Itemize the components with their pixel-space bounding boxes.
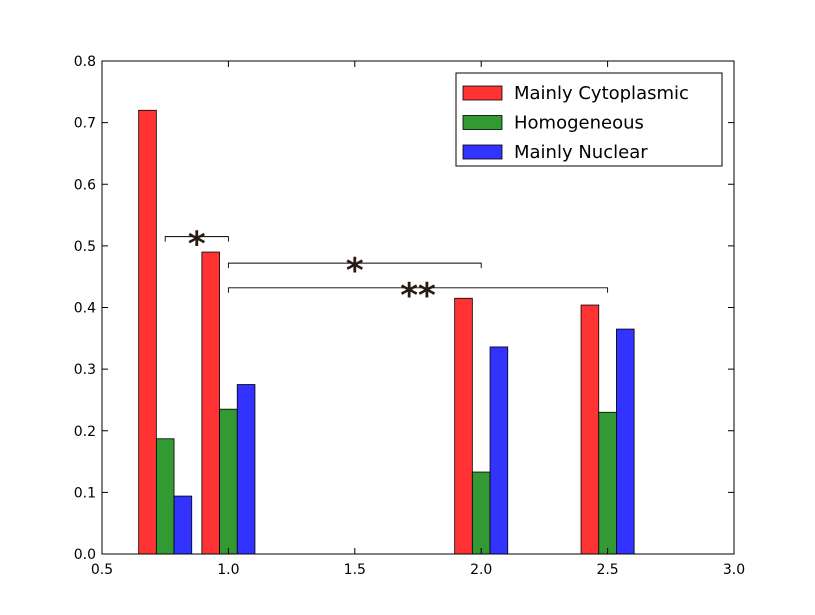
significance-label-2: **: [400, 276, 436, 316]
x-tick-label: 0.5: [91, 562, 113, 578]
legend-label-2: Mainly Nuclear: [514, 142, 648, 163]
y-tick-label: 0.8: [74, 54, 96, 70]
legend-swatch-0: [462, 85, 503, 101]
bar-group0-series2: [173, 495, 193, 555]
bar-group0-series1: [155, 438, 175, 555]
significance-label-1: *: [346, 251, 364, 291]
x-tick-label: 2.5: [596, 562, 618, 578]
bar-group2-series1: [471, 471, 491, 555]
significance-bracket-2: [227, 287, 609, 293]
bar-group0-series0: [138, 109, 157, 555]
bar-group2-series2: [489, 346, 509, 555]
y-tick-label: 0.7: [74, 116, 96, 132]
bar-group2-series0: [454, 297, 473, 555]
bar-group1-series1: [219, 408, 238, 555]
legend-label-0: Mainly Cytoplasmic: [514, 83, 689, 104]
y-tick-label: 0.6: [74, 177, 96, 193]
x-tick-label: 2.0: [470, 562, 492, 578]
significance-bracket-1: [227, 262, 482, 269]
legend-label-1: Homogeneous: [514, 113, 644, 134]
significance-label-0: *: [188, 225, 206, 265]
legend-swatch-2: [462, 144, 503, 160]
x-tick-label: 1.5: [344, 562, 366, 578]
legend: Mainly Cytoplasmic Homogeneous Mainly Nucl…: [455, 72, 723, 167]
y-tick-label: 0.5: [74, 239, 96, 255]
x-tick-label: 3.0: [723, 562, 745, 578]
axis-ticks: 0.5 1.0 1.5 2.0 2.5 3.0 0.0 0.1 0.2 0.3 0.4 0.5 0.6 0…: [74, 54, 745, 578]
y-tick-label: 0.4: [74, 301, 96, 317]
y-tick-label: 0.2: [74, 424, 96, 440]
legend-swatch-1: [462, 115, 503, 130]
bars-layer: [138, 109, 635, 555]
y-tick-label: 0.3: [74, 362, 96, 378]
bar-group1-series0: [201, 251, 220, 555]
bar-group3-series2: [616, 328, 635, 555]
x-tick-label: 1.0: [217, 562, 239, 578]
y-tick-label: 0.1: [74, 485, 96, 501]
y-tick-label: 0.0: [74, 547, 96, 563]
bar-group3-series1: [598, 411, 617, 555]
bar-group1-series2: [236, 384, 256, 555]
significance-annotations: ****: [164, 225, 609, 316]
bar-group3-series0: [580, 304, 600, 555]
significance-bracket-0: [164, 236, 229, 242]
